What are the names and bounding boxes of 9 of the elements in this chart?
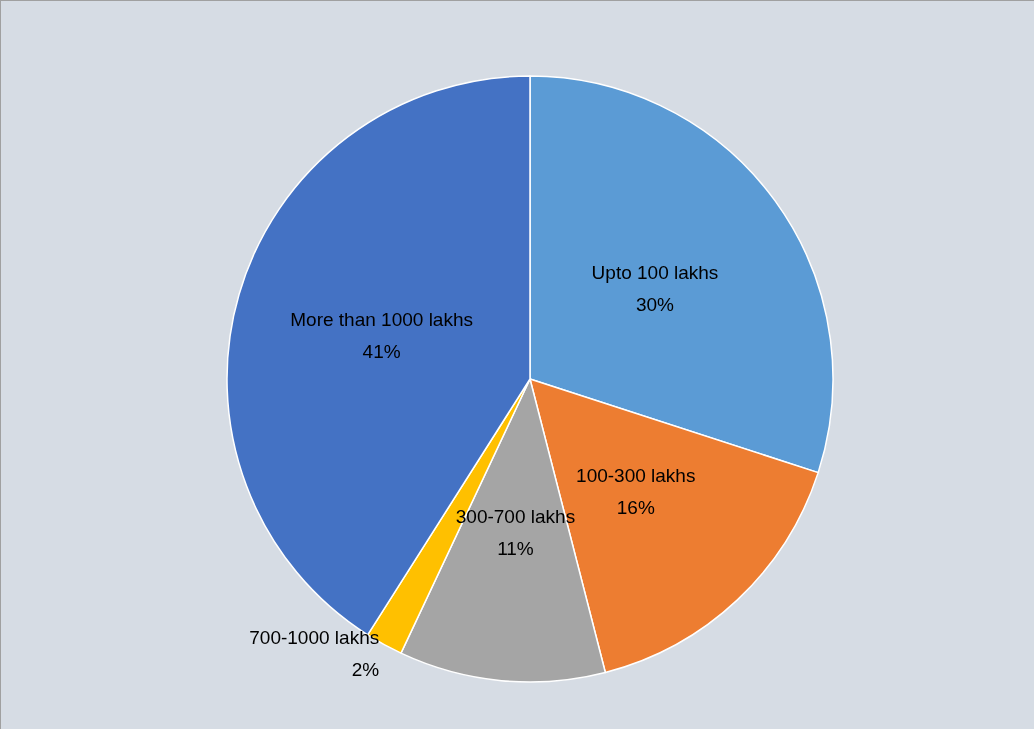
data-label: 30%	[635, 293, 675, 315]
data-label: 2%	[351, 658, 380, 680]
slice-label: More than 1000 lakhs	[290, 309, 473, 331]
slice-label: 700-1000 lakhs	[249, 626, 380, 648]
data-label: 16%	[616, 497, 655, 519]
data-label: 11%	[497, 538, 534, 560]
slice-label: Upto 100 lakhs	[591, 261, 719, 283]
data-label: 41%	[362, 341, 401, 363]
slice-label: 100-300 lakhs	[576, 465, 696, 487]
